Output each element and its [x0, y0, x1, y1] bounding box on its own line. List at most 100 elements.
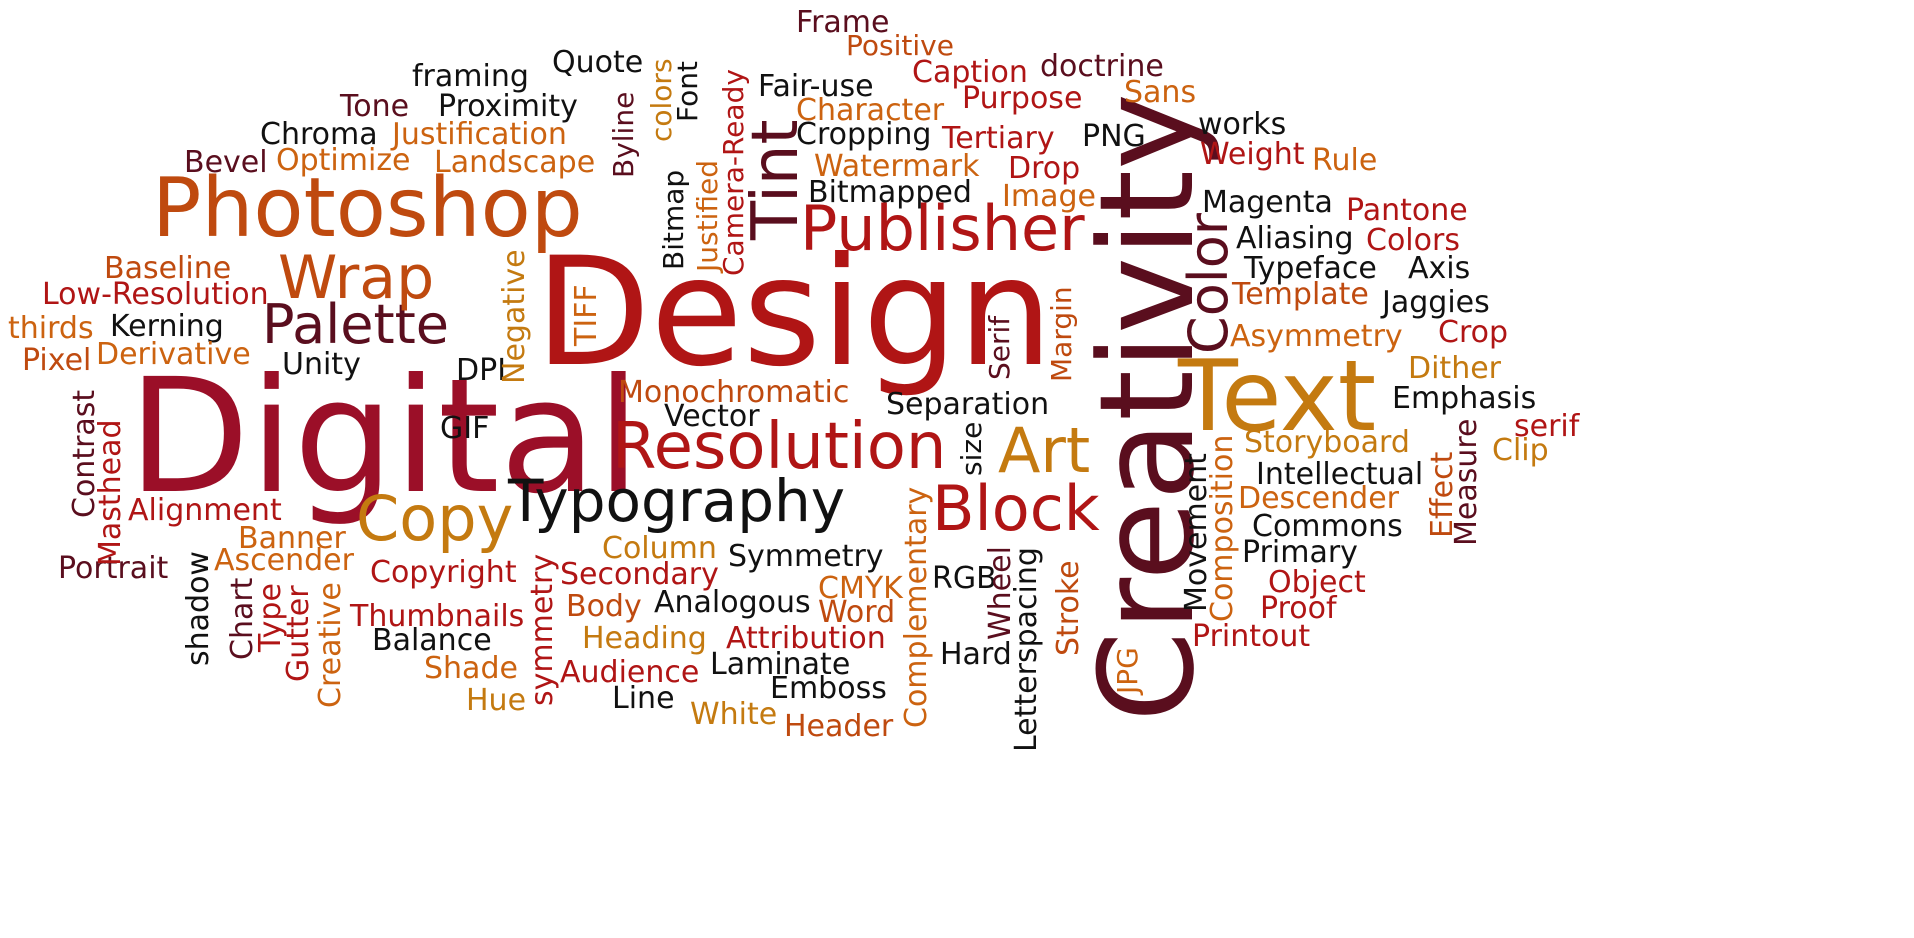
word-hard: Hard	[940, 637, 1012, 672]
word-framing: framing	[412, 59, 529, 94]
word-justification: Justification	[392, 117, 567, 152]
word-shade: Shade	[424, 651, 518, 686]
word-template: Template	[1232, 277, 1369, 312]
word-primary: Primary	[1242, 535, 1358, 570]
word-resolution: Resolution	[612, 410, 947, 484]
word-baseline: Baseline	[104, 251, 232, 286]
word-object: Object	[1268, 565, 1366, 600]
word-tone: Tone	[340, 89, 410, 124]
word-thirds: thirds	[8, 311, 94, 346]
word-text: Text	[1178, 340, 1377, 454]
word-fair-use: Fair-use	[758, 69, 874, 104]
word-png: PNG	[1082, 119, 1146, 154]
word-copyright: Copyright	[370, 555, 517, 590]
word-justified-v: Justified	[691, 160, 724, 272]
word-character: Character	[796, 93, 945, 128]
word-word: Word	[818, 595, 896, 630]
word-storyboard: Storyboard	[1244, 425, 1410, 460]
word-sans: Sans	[1124, 75, 1197, 110]
word-photoshop: Photoshop	[152, 161, 583, 256]
word-ascender: Ascender	[214, 543, 354, 578]
word-gutter-v: Gutter	[281, 585, 316, 682]
word-bitmap-v: Bitmap	[657, 169, 690, 270]
word-shadow-v: shadow	[181, 551, 216, 666]
word-palette-word: Palette	[262, 293, 450, 356]
word-creative-v: Creative	[313, 582, 348, 708]
word-copy: Copy	[356, 482, 514, 555]
word-monochromatic: Monochromatic	[618, 375, 850, 410]
word-cmyk: CMYK	[818, 571, 903, 606]
word-crop: Crop	[1438, 315, 1509, 350]
word-attribution: Attribution	[726, 621, 886, 656]
word-colors: Colors	[1366, 223, 1460, 258]
word-digital: Digital	[128, 345, 641, 529]
word-composition-v: Composition	[1205, 434, 1240, 622]
word-margin-v: Margin	[1045, 286, 1078, 382]
word-portrait: Portrait	[58, 551, 169, 586]
word-serif: serif	[1514, 409, 1580, 444]
word-header: Header	[784, 709, 894, 744]
word-stroke-v: Stroke	[1051, 560, 1086, 656]
word-banner: Banner	[238, 521, 346, 556]
word-unity: Unity	[282, 347, 361, 382]
word-line: Line	[612, 681, 675, 716]
word-jpg-v: JPG	[1111, 647, 1144, 694]
word-heading: Heading	[582, 621, 707, 656]
word-color: Color	[1177, 213, 1240, 354]
word-dpi: DPI	[456, 353, 507, 388]
word-laminate: Laminate	[710, 647, 851, 682]
word-secondary: Secondary	[560, 557, 719, 592]
word-optimize: Optimize	[276, 143, 411, 178]
word-wrap: Wrap	[278, 243, 435, 313]
word-column: Column	[602, 531, 717, 566]
word-publisher: Publisher	[800, 192, 1085, 265]
word-image: Image	[1002, 179, 1096, 214]
word-analogous: Analogous	[654, 585, 811, 620]
word-magenta: Magenta	[1202, 185, 1333, 220]
word-positive: Positive	[846, 29, 954, 62]
word-axis: Axis	[1408, 251, 1471, 286]
word-bitmapped: Bitmapped	[808, 175, 972, 210]
word-art: Art	[998, 414, 1091, 487]
word-tiff-v: TIFF	[569, 284, 604, 346]
word-alignment: Alignment	[128, 493, 282, 528]
word-separation: Separation	[886, 387, 1050, 422]
word-measure-v: Measure	[1449, 418, 1484, 547]
word-printout: Printout	[1192, 619, 1311, 654]
word-dither: Dither	[1408, 351, 1502, 386]
word-caption: Caption	[912, 55, 1028, 90]
word-white: White	[690, 697, 778, 732]
word-low-resolution: Low-Resolution	[42, 277, 269, 312]
word-negative-v: Negative	[497, 249, 532, 384]
word-design: Design	[535, 226, 1053, 400]
word-thumbnails: Thumbnails	[350, 599, 525, 634]
word-jaggies: Jaggies	[1382, 285, 1490, 320]
word-letterspacing-v: Letterspacing	[1009, 547, 1044, 752]
word-proximity: Proximity	[438, 89, 578, 124]
word-weight: Weight	[1200, 137, 1305, 172]
word-drop: Drop	[1008, 151, 1081, 186]
word-size-v: size	[955, 421, 988, 476]
word-kerning: Kerning	[110, 309, 224, 344]
word-masthead-v: Masthead	[93, 419, 128, 566]
word-proof: Proof	[1260, 591, 1337, 626]
word-asymmetry: Asymmetry	[1230, 319, 1403, 354]
word-typeface: Typeface	[1244, 251, 1377, 286]
word-gif: GIF	[440, 411, 490, 446]
word-quote: Quote	[552, 45, 644, 80]
word-chroma: Chroma	[260, 117, 378, 152]
word-block: Block	[932, 472, 1100, 545]
word-bevel: Bevel	[184, 145, 268, 180]
word-camera-ready-v: Camera-Ready	[717, 69, 750, 276]
word-complementary-v: Complementary	[899, 486, 934, 728]
word-rule: Rule	[1312, 143, 1378, 178]
word-clip: Clip	[1492, 433, 1549, 468]
word-landscape: Landscape	[434, 145, 596, 180]
word-vector: Vector	[664, 399, 760, 434]
word-aliasing: Aliasing	[1236, 221, 1354, 256]
word-descender: Descender	[1238, 481, 1399, 516]
word-body: Body	[566, 589, 642, 624]
word-symmetry: Symmetry	[728, 539, 884, 574]
word-doctrine: doctrine	[1040, 49, 1164, 84]
